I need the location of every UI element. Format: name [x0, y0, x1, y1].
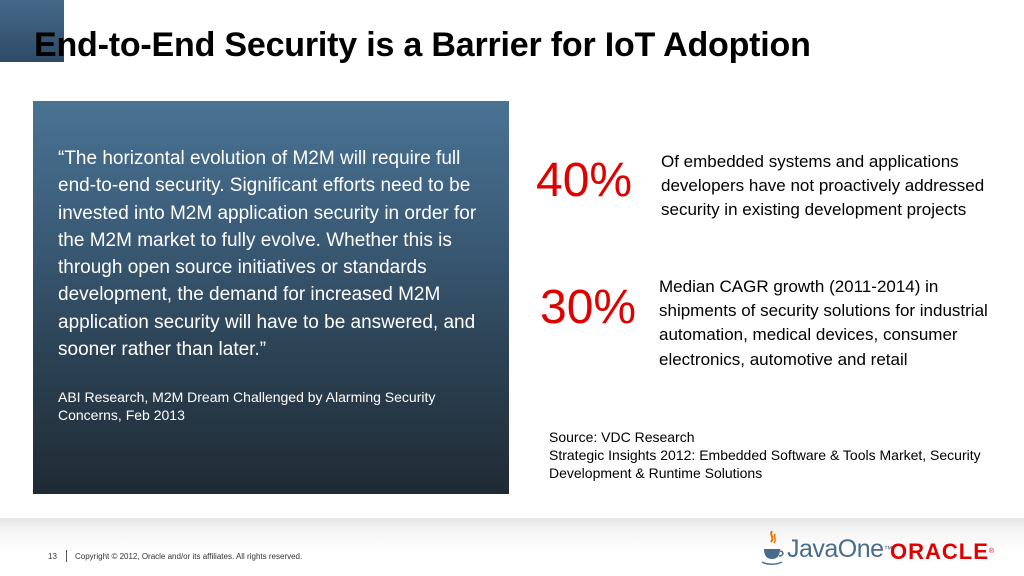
- source-note-line1: Source: VDC Research: [549, 429, 695, 445]
- footer-divider: [66, 550, 67, 562]
- stat-40-percent: 40%: [536, 154, 633, 207]
- stat-30-description: Median CAGR growth (2011-2014) in shipme…: [659, 277, 988, 369]
- quote-panel: “The horizontal evolution of M2M will re…: [33, 101, 509, 494]
- quote-text: “The horizontal evolution of M2M will re…: [58, 148, 477, 361]
- quote-source: ABI Research, M2M Dream Challenged by Al…: [58, 389, 436, 424]
- oracle-wordmark: ORACLE: [890, 539, 989, 564]
- corner-accent-tab: [0, 0, 64, 62]
- stat-40-description: Of embedded systems and applications dev…: [661, 152, 985, 220]
- stat-30-percent: 30%: [540, 281, 637, 334]
- footer-band: [0, 518, 1024, 576]
- source-note-line2: Strategic Insights 2012: Embedded Softwa…: [549, 447, 981, 481]
- oracle-logo: ORACLE®: [890, 539, 996, 564]
- copyright-text: Copyright © 2012, Oracle and/or its affi…: [75, 552, 303, 561]
- java-cup-icon: [761, 530, 784, 565]
- javaone-wordmark: JavaOne: [787, 534, 884, 563]
- javaone-logo: JavaOne ™: [760, 527, 893, 571]
- source-note: Source: VDC Research Strategic Insights …: [549, 428, 1019, 482]
- slide-title: End-to-End Security is a Barrier for IoT…: [34, 26, 811, 64]
- page-number: 13: [48, 552, 57, 561]
